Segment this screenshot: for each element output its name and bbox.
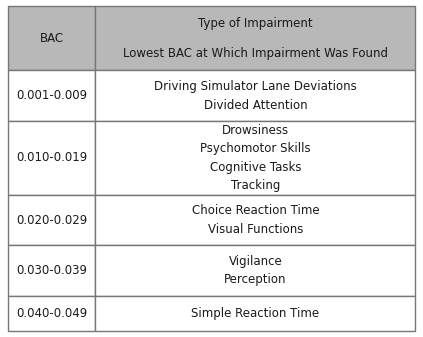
Text: Lowest BAC at Which Impairment Was Found: Lowest BAC at Which Impairment Was Found <box>123 47 388 60</box>
Text: Vigilance
Perception: Vigilance Perception <box>224 255 287 286</box>
Bar <box>95 121 415 195</box>
Bar <box>95 195 415 245</box>
Text: 0.040-0.049: 0.040-0.049 <box>16 307 87 320</box>
Bar <box>8 70 95 121</box>
Text: Simple Reaction Time: Simple Reaction Time <box>191 307 319 320</box>
Text: Type of Impairment: Type of Impairment <box>198 17 313 30</box>
Bar <box>8 121 95 195</box>
Text: 0.010-0.019: 0.010-0.019 <box>16 151 87 164</box>
Bar <box>95 245 415 296</box>
Bar <box>8 6 95 70</box>
Text: BAC: BAC <box>39 32 63 45</box>
Bar <box>8 245 95 296</box>
Bar <box>95 6 415 70</box>
Text: Choice Reaction Time
Visual Functions: Choice Reaction Time Visual Functions <box>192 204 319 236</box>
Bar <box>8 296 95 331</box>
Bar <box>95 70 415 121</box>
Text: 0.020-0.029: 0.020-0.029 <box>16 214 87 226</box>
Bar <box>8 195 95 245</box>
Text: Drowsiness
Psychomotor Skills
Cognitive Tasks
Tracking: Drowsiness Psychomotor Skills Cognitive … <box>200 124 310 192</box>
Text: 0.001-0.009: 0.001-0.009 <box>16 89 87 102</box>
Text: Driving Simulator Lane Deviations
Divided Attention: Driving Simulator Lane Deviations Divide… <box>154 80 357 112</box>
Text: 0.030-0.039: 0.030-0.039 <box>16 264 87 277</box>
Bar <box>95 296 415 331</box>
